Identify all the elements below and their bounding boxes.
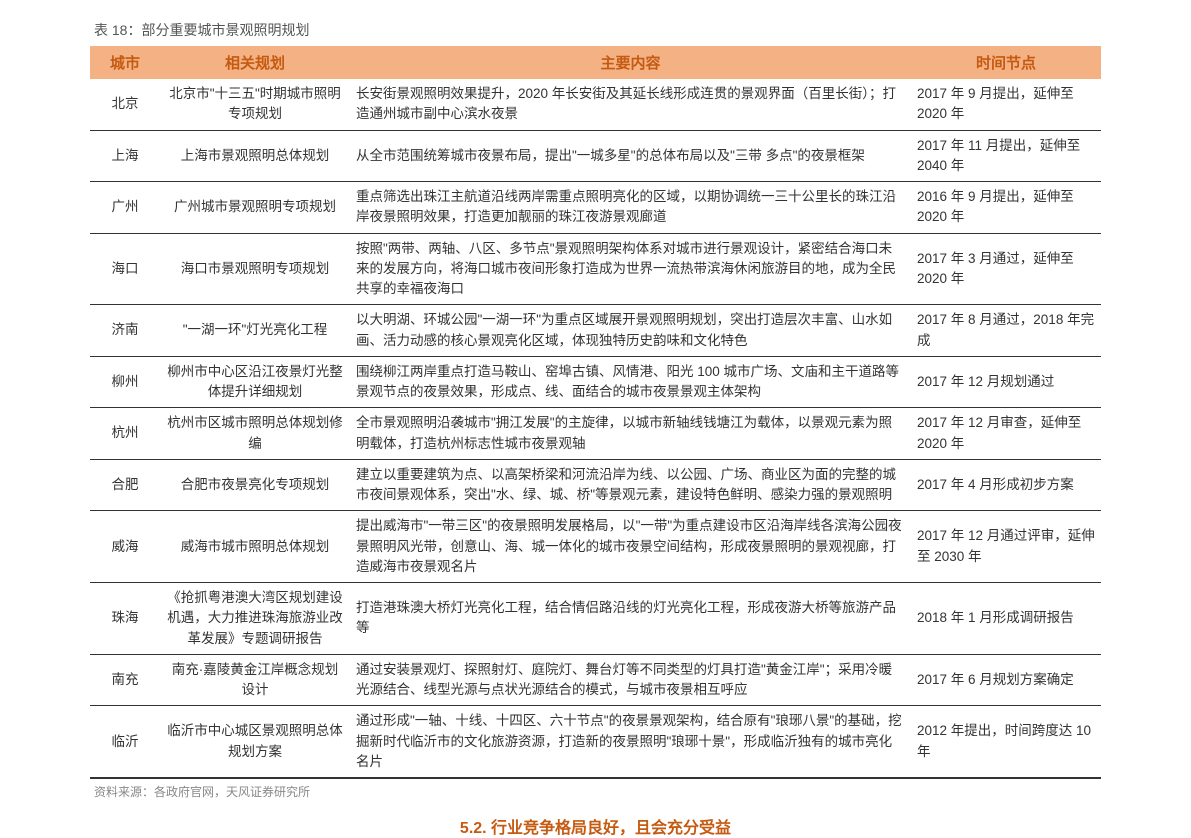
cell-time: 2017 年 9 月提出，延伸至 2020 年 — [911, 79, 1101, 130]
cell-time: 2017 年 12 月审查，延伸至 2020 年 — [911, 408, 1101, 460]
cell-city: 海口 — [90, 233, 160, 305]
cell-city: 上海 — [90, 130, 160, 182]
cell-time: 2017 年 3 月通过，延伸至 2020 年 — [911, 233, 1101, 305]
cell-time: 2017 年 8 月通过，2018 年完成 — [911, 305, 1101, 357]
cell-content: 重点筛选出珠江主航道沿线两岸需重点照明亮化的区域，以期协调统一三十公里长的珠江沿… — [350, 182, 911, 234]
cell-plan: "一湖一环"灯光亮化工程 — [160, 305, 350, 357]
table-row: 柳州柳州市中心区沿江夜景灯光整体提升详细规划围绕柳江两岸重点打造马鞍山、窑埠古镇… — [90, 356, 1101, 408]
cell-content: 围绕柳江两岸重点打造马鞍山、窑埠古镇、风情港、阳光 100 城市广场、文庙和主干… — [350, 356, 911, 408]
table-row: 珠海《抢抓粤港澳大湾区规划建设机遇，大力推进珠海旅游业改革发展》专题调研报告打造… — [90, 583, 1101, 655]
cell-time: 2017 年 12 月通过评审，延伸至 2030 年 — [911, 511, 1101, 583]
cell-content: 全市景观照明沿袭城市"拥江发展"的主旋律，以城市新轴线钱塘江为载体，以景观元素为… — [350, 408, 911, 460]
cell-plan: 威海市城市照明总体规划 — [160, 511, 350, 583]
header-time: 时间节点 — [911, 46, 1101, 79]
cell-plan: 海口市景观照明专项规划 — [160, 233, 350, 305]
cell-city: 南充 — [90, 654, 160, 706]
cell-time: 2017 年 4 月形成初步方案 — [911, 459, 1101, 511]
section-heading-fragment: 5.2. 行业竞争格局良好，且会充分受益 — [90, 814, 1101, 838]
cell-plan: 临沂市中心城区景观照明总体规划方案 — [160, 706, 350, 778]
header-city: 城市 — [90, 46, 160, 79]
cell-content: 按照"两带、两轴、八区、多节点"景观照明架构体系对城市进行景观设计，紧密结合海口… — [350, 233, 911, 305]
cell-plan: 北京市"十三五"时期城市照明专项规划 — [160, 79, 350, 130]
table-row: 杭州杭州市区城市照明总体规划修编全市景观照明沿袭城市"拥江发展"的主旋律，以城市… — [90, 408, 1101, 460]
cell-time: 2018 年 1 月形成调研报告 — [911, 583, 1101, 655]
cell-time: 2017 年 12 月规划通过 — [911, 356, 1101, 408]
cell-content: 以大明湖、环城公园"一湖一环"为重点区域展开景观照明规划，突出打造层次丰富、山水… — [350, 305, 911, 357]
cell-city: 合肥 — [90, 459, 160, 511]
cell-city: 广州 — [90, 182, 160, 234]
cell-content: 从全市范围统筹城市夜景布局，提出"一城多星"的总体布局以及"三带 多点"的夜景框… — [350, 130, 911, 182]
cell-city: 杭州 — [90, 408, 160, 460]
cell-time: 2017 年 6 月规划方案确定 — [911, 654, 1101, 706]
cell-content: 提出威海市"一带三区"的夜景照明发展格局，以"一带"为重点建设市区沿海岸线各滨海… — [350, 511, 911, 583]
cell-city: 北京 — [90, 79, 160, 130]
cell-content: 打造港珠澳大桥灯光亮化工程，结合情侣路沿线的灯光亮化工程，形成夜游大桥等旅游产品… — [350, 583, 911, 655]
source-note: 资料来源：各政府官网，天风证券研究所 — [90, 783, 1101, 800]
table-caption: 表 18：部分重要城市景观照明规划 — [90, 20, 1101, 40]
cell-plan: 杭州市区城市照明总体规划修编 — [160, 408, 350, 460]
cell-content: 长安街景观照明效果提升，2020 年长安街及其延长线形成连贯的景观界面（百里长街… — [350, 79, 911, 130]
header-plan: 相关规划 — [160, 46, 350, 79]
cell-time: 2017 年 11 月提出，延伸至 2040 年 — [911, 130, 1101, 182]
table-row: 上海上海市景观照明总体规划从全市范围统筹城市夜景布局，提出"一城多星"的总体布局… — [90, 130, 1101, 182]
table-row: 济南"一湖一环"灯光亮化工程以大明湖、环城公园"一湖一环"为重点区域展开景观照明… — [90, 305, 1101, 357]
cell-plan: 上海市景观照明总体规划 — [160, 130, 350, 182]
cell-plan: 《抢抓粤港澳大湾区规划建设机遇，大力推进珠海旅游业改革发展》专题调研报告 — [160, 583, 350, 655]
cell-city: 柳州 — [90, 356, 160, 408]
table-row: 海口海口市景观照明专项规划按照"两带、两轴、八区、多节点"景观照明架构体系对城市… — [90, 233, 1101, 305]
lighting-planning-table: 城市 相关规划 主要内容 时间节点 北京北京市"十三五"时期城市照明专项规划长安… — [90, 46, 1101, 779]
table-header-row: 城市 相关规划 主要内容 时间节点 — [90, 46, 1101, 79]
cell-content: 通过安装景观灯、探照射灯、庭院灯、舞台灯等不同类型的灯具打造"黄金江岸"；采用冷… — [350, 654, 911, 706]
cell-city: 济南 — [90, 305, 160, 357]
table-row: 南充南充·嘉陵黄金江岸概念规划设计通过安装景观灯、探照射灯、庭院灯、舞台灯等不同… — [90, 654, 1101, 706]
cell-time: 2012 年提出，时间跨度达 10 年 — [911, 706, 1101, 778]
table-row: 临沂临沂市中心城区景观照明总体规划方案通过形成"一轴、十线、十四区、六十节点"的… — [90, 706, 1101, 778]
cell-content: 建立以重要建筑为点、以高架桥梁和河流沿岸为线、以公园、广场、商业区为面的完整的城… — [350, 459, 911, 511]
table-row: 广州广州城市景观照明专项规划重点筛选出珠江主航道沿线两岸需重点照明亮化的区域，以… — [90, 182, 1101, 234]
cell-plan: 南充·嘉陵黄金江岸概念规划设计 — [160, 654, 350, 706]
cell-content: 通过形成"一轴、十线、十四区、六十节点"的夜景景观架构，结合原有"琅琊八景"的基… — [350, 706, 911, 778]
cell-plan: 合肥市夜景亮化专项规划 — [160, 459, 350, 511]
cell-time: 2016 年 9 月提出，延伸至 2020 年 — [911, 182, 1101, 234]
cell-city: 临沂 — [90, 706, 160, 778]
cell-city: 威海 — [90, 511, 160, 583]
cell-city: 珠海 — [90, 583, 160, 655]
table-row: 威海威海市城市照明总体规划提出威海市"一带三区"的夜景照明发展格局，以"一带"为… — [90, 511, 1101, 583]
cell-plan: 广州城市景观照明专项规划 — [160, 182, 350, 234]
table-row: 合肥合肥市夜景亮化专项规划建立以重要建筑为点、以高架桥梁和河流沿岸为线、以公园、… — [90, 459, 1101, 511]
cell-plan: 柳州市中心区沿江夜景灯光整体提升详细规划 — [160, 356, 350, 408]
table-row: 北京北京市"十三五"时期城市照明专项规划长安街景观照明效果提升，2020 年长安… — [90, 79, 1101, 130]
header-content: 主要内容 — [350, 46, 911, 79]
